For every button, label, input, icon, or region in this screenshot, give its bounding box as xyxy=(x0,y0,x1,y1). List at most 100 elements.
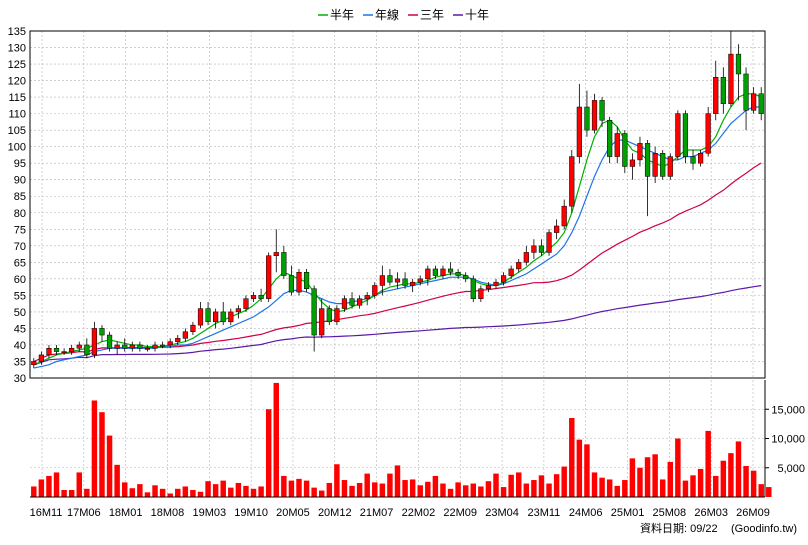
volume-bar xyxy=(364,473,370,497)
date-tick-label: 24M06 xyxy=(569,507,603,519)
candle-body xyxy=(531,245,537,253)
date-tick-label: 25M08 xyxy=(653,507,687,519)
volume-bar xyxy=(281,475,287,497)
candle-body xyxy=(440,268,446,276)
volume-bar xyxy=(599,477,605,497)
volume-bar xyxy=(659,479,666,497)
volume-bar xyxy=(667,461,674,497)
volume-bar xyxy=(713,475,719,497)
volume-bar xyxy=(697,468,704,497)
price-tick-label: 65 xyxy=(14,257,26,269)
candle-body xyxy=(334,308,340,323)
date-tick-label: 20M05 xyxy=(276,507,310,519)
price-tick-label: 115 xyxy=(8,92,26,104)
date-tick-label: 26M03 xyxy=(694,507,728,519)
candle-body xyxy=(523,252,529,263)
volume-bar xyxy=(523,483,530,497)
candle-body xyxy=(410,281,416,286)
volume-bar xyxy=(372,482,378,497)
volume-bar xyxy=(440,483,446,497)
volume-bar xyxy=(38,479,45,497)
price-gridlines xyxy=(30,31,765,497)
volume-bar xyxy=(553,474,560,497)
candle-body xyxy=(69,348,75,352)
candle-body xyxy=(735,53,742,75)
volume-bar xyxy=(409,479,416,497)
candle-body xyxy=(296,271,302,293)
date-tick-label: 22M09 xyxy=(443,507,477,519)
candle-body xyxy=(213,311,219,323)
candle-body xyxy=(175,338,181,342)
candle-body xyxy=(690,156,696,164)
volume-bar xyxy=(652,454,658,497)
candlesticks xyxy=(31,31,764,369)
volume-bar xyxy=(417,485,423,497)
volume-tick-label: 5,000 xyxy=(777,463,805,475)
candle-body xyxy=(372,285,378,296)
volume-bar xyxy=(303,480,310,497)
volume-bar xyxy=(106,435,113,497)
volume-bar xyxy=(637,467,643,497)
volume-bar xyxy=(129,488,136,497)
candle-body xyxy=(114,344,120,349)
candle-body xyxy=(281,252,287,276)
candle-body xyxy=(273,252,279,256)
candle-body xyxy=(228,311,234,323)
price-panel-border xyxy=(29,30,766,379)
candle-body xyxy=(364,295,370,299)
volume-bar xyxy=(349,485,355,497)
candle-body xyxy=(637,143,643,161)
candle-body xyxy=(319,308,325,336)
price-tick-label: 50 xyxy=(14,307,26,319)
volume-bar xyxy=(212,484,219,497)
candle-body xyxy=(584,106,590,131)
date-axis-ticks: 16M11 17M06 18M01 18M08 19M03 19M10 20M05 20M12… xyxy=(30,507,770,519)
price-tick-label: 135 xyxy=(8,26,26,38)
volume-bar xyxy=(311,487,317,497)
candle-body xyxy=(402,278,408,286)
candle-body xyxy=(357,298,363,306)
legend-label-3: 十年 xyxy=(465,8,489,22)
candle-body xyxy=(303,271,310,290)
candle-body xyxy=(387,275,393,283)
candle-body xyxy=(38,354,44,362)
candle-body xyxy=(31,361,37,366)
candle-body xyxy=(614,133,620,157)
date-tick-label: 23M11 xyxy=(527,507,560,519)
volume-bar xyxy=(152,485,158,497)
candle-body xyxy=(91,328,98,356)
candle-body xyxy=(743,73,749,111)
volume-bar xyxy=(478,486,484,497)
volume-bar xyxy=(750,470,757,497)
volume-bar xyxy=(205,481,211,497)
volume-bar xyxy=(425,481,431,497)
candle-body xyxy=(622,133,628,167)
candle-body xyxy=(599,100,605,121)
candle-body xyxy=(311,288,317,336)
price-tick-label: 125 xyxy=(8,59,26,71)
volume-bar xyxy=(318,490,325,497)
candle-body xyxy=(607,119,613,157)
volume-bar xyxy=(175,488,181,497)
price-tick-label: 95 xyxy=(14,158,26,170)
ten-year-ma-line xyxy=(33,285,762,366)
candle-body xyxy=(76,344,82,349)
candle-body xyxy=(160,344,166,347)
candle-body xyxy=(713,77,719,114)
candle-body xyxy=(500,275,507,283)
volume-bar xyxy=(758,484,764,497)
volume-bar xyxy=(228,487,234,497)
volume-bar xyxy=(743,465,749,497)
volume-bar xyxy=(137,484,143,497)
volume-bar xyxy=(84,488,90,497)
candle-body xyxy=(61,351,67,354)
candle-body xyxy=(425,268,431,280)
volume-bar xyxy=(220,480,226,497)
volume-bar xyxy=(584,444,590,497)
candle-body xyxy=(46,348,52,356)
candle-body xyxy=(561,205,567,227)
volume-bar xyxy=(61,489,67,497)
price-tick-label: 60 xyxy=(14,274,26,286)
volume-bar xyxy=(159,488,166,497)
volume-bar xyxy=(394,465,401,497)
